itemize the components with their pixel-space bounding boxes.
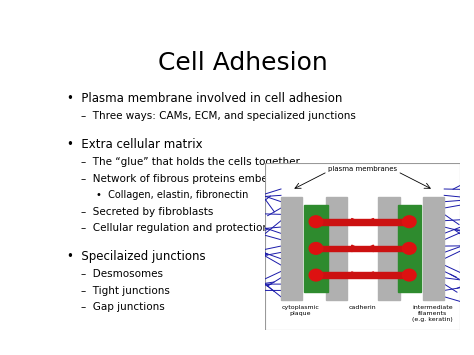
- Bar: [304, 205, 328, 292]
- Text: cadherin: cadherin: [349, 305, 376, 310]
- Circle shape: [309, 216, 323, 228]
- Text: plasma membranes: plasma membranes: [328, 166, 397, 172]
- Text: •  Specilaized junctions: • Specilaized junctions: [66, 250, 205, 263]
- Text: –  Network of fibrous proteins embedded in gel-like fluid: – Network of fibrous proteins embedded i…: [82, 174, 374, 184]
- Bar: [281, 197, 302, 300]
- Text: –  Desmosomes: – Desmosomes: [82, 269, 163, 279]
- Bar: [423, 197, 444, 300]
- Text: –  Cellular regulation and protection: – Cellular regulation and protection: [82, 223, 269, 233]
- Text: cytoplasmic
plaque: cytoplasmic plaque: [282, 305, 319, 316]
- Bar: [326, 197, 347, 300]
- Bar: [378, 197, 400, 300]
- Bar: [316, 246, 409, 251]
- Bar: [316, 219, 409, 224]
- Text: •  Extra cellular matrix: • Extra cellular matrix: [66, 138, 202, 151]
- Text: •  Collagen, elastin, fibronectin: • Collagen, elastin, fibronectin: [96, 190, 248, 200]
- Text: –  Gap junctions: – Gap junctions: [82, 302, 165, 312]
- Text: –  Three ways: CAMs, ECM, and specialized junctions: – Three ways: CAMs, ECM, and specialized…: [82, 111, 356, 121]
- Circle shape: [309, 242, 323, 254]
- Text: –  Tight junctions: – Tight junctions: [82, 286, 170, 296]
- Text: vivo.colostate.edu: vivo.colostate.edu: [374, 310, 419, 315]
- Text: Cell Adhesion: Cell Adhesion: [158, 51, 328, 75]
- Circle shape: [402, 269, 416, 281]
- Circle shape: [402, 242, 416, 254]
- Circle shape: [402, 216, 416, 228]
- Bar: [398, 205, 421, 292]
- Text: –  Secreted by fibroblasts: – Secreted by fibroblasts: [82, 207, 214, 217]
- Bar: [316, 272, 409, 278]
- Circle shape: [309, 269, 323, 281]
- Text: intermediate
filaments
(e.g. keratin): intermediate filaments (e.g. keratin): [412, 305, 453, 322]
- Text: –  The “glue” that holds the cells together: – The “glue” that holds the cells togeth…: [82, 157, 300, 168]
- Text: •  Plasma membrane involved in cell adhesion: • Plasma membrane involved in cell adhes…: [66, 92, 342, 105]
